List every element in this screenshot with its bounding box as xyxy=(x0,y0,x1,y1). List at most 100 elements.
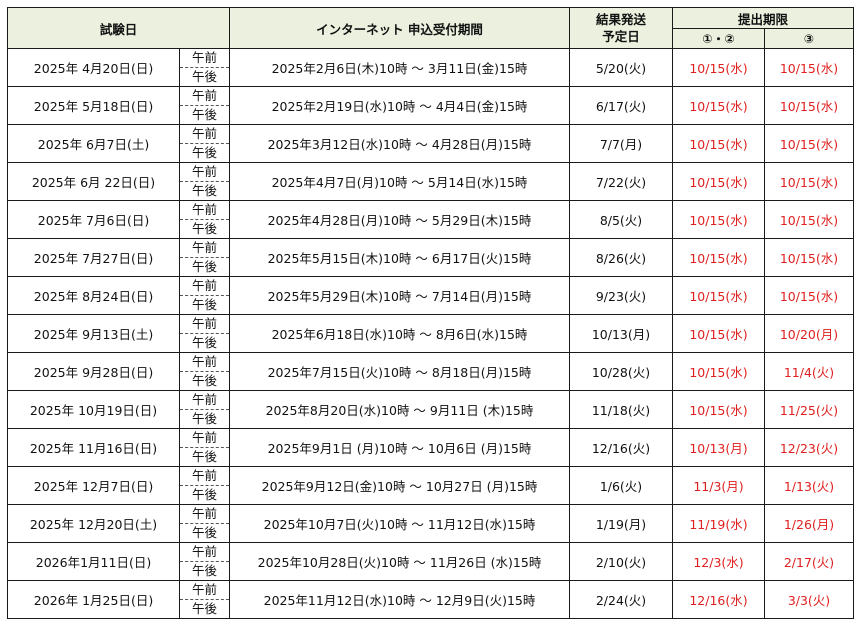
am-label: 午前 xyxy=(180,468,229,486)
exam-date-cell: 2025年 8月24日(日) xyxy=(7,276,180,315)
am-label: 午前 xyxy=(180,126,229,144)
header-result-date-line1: 結果発送 xyxy=(595,12,646,27)
exam-date-cell: 2025年 10月19日(日) xyxy=(7,390,180,429)
deadline-1-2-cell: 12/3(水) xyxy=(672,542,765,581)
pm-label: 午後 xyxy=(191,487,217,502)
am-label: 午前 xyxy=(180,202,229,220)
result-date-cell: 10/28(火) xyxy=(569,352,673,391)
application-period-cell: 2025年3月12日(水)10時 ～ 4月28日(月)15時 xyxy=(229,124,570,163)
pm-label: 午後 xyxy=(191,601,217,616)
table-row: 2025年 12月20日(土) 午前 午後 2025年10月7日(火)10時 ～ … xyxy=(7,504,854,543)
application-period-cell: 2025年9月12日(金)10時 ～ 10月27日 (月)15時 xyxy=(229,466,570,505)
am-label: 午前 xyxy=(180,582,229,600)
session-cell: 午前 午後 xyxy=(179,504,230,543)
exam-date-cell: 2025年 4月20日(日) xyxy=(7,48,180,87)
application-period-cell: 2025年4月28日(月)10時 ～ 5月29日(木)15時 xyxy=(229,200,570,239)
pm-label: 午後 xyxy=(191,259,217,274)
deadline-3-cell: 12/23(火) xyxy=(764,428,854,467)
am-label: 午前 xyxy=(180,50,229,68)
exam-date-cell: 2025年 6月 22日(日) xyxy=(7,162,180,201)
application-period-cell: 2025年10月7日(火)10時 ～ 11月12日(水)15時 xyxy=(229,504,570,543)
deadline-1-2-cell: 10/15(水) xyxy=(672,314,765,353)
session-cell: 午前 午後 xyxy=(179,466,230,505)
deadline-1-2-cell: 11/19(水) xyxy=(672,504,765,543)
application-period-cell: 2025年8月20日(水)10時 ～ 9月11日 (木)15時 xyxy=(229,390,570,429)
deadline-3-cell: 1/13(火) xyxy=(764,466,854,505)
am-label: 午前 xyxy=(180,544,229,562)
application-period-cell: 2025年4月7日(月)10時 ～ 5月14日(水)15時 xyxy=(229,162,570,201)
result-date-cell: 1/6(火) xyxy=(569,466,673,505)
session-cell: 午前 午後 xyxy=(179,390,230,429)
session-cell: 午前 午後 xyxy=(179,352,230,391)
am-label: 午前 xyxy=(180,506,229,524)
am-label: 午前 xyxy=(180,240,229,258)
table-row: 2025年 11月16日(日) 午前 午後 2025年9月1日 (月)10時 ～ … xyxy=(7,428,854,467)
application-period-cell: 2025年9月1日 (月)10時 ～ 10月6日 (月)15時 xyxy=(229,428,570,467)
header-result-date-line2: 予定日 xyxy=(602,29,640,44)
application-period-cell: 2025年2月19日(水)10時 ～ 4月4日(金)15時 xyxy=(229,86,570,125)
deadline-1-2-cell: 11/3(月) xyxy=(672,466,765,505)
pm-label: 午後 xyxy=(191,221,217,236)
header-result-date: 結果発送 予定日 xyxy=(569,7,673,49)
result-date-cell: 10/13(月) xyxy=(569,314,673,353)
am-label: 午前 xyxy=(180,392,229,410)
result-date-cell: 7/22(火) xyxy=(569,162,673,201)
am-label: 午前 xyxy=(180,278,229,296)
deadline-1-2-cell: 10/15(水) xyxy=(672,162,765,201)
application-period-cell: 2025年7月15日(火)10時 ～ 8月18日(月)15時 xyxy=(229,352,570,391)
deadline-3-cell: 10/15(水) xyxy=(764,162,854,201)
header-deadline-1-2: ①・② xyxy=(672,28,765,49)
table-row: 2025年 7月6日(日) 午前 午後 2025年4月28日(月)10時 ～ 5月… xyxy=(7,200,854,239)
exam-schedule-table: 試験日 インターネット 申込受付期間 結果発送 予定日 提出期限 ①・② ③ 2… xyxy=(7,7,854,619)
result-date-cell: 1/19(月) xyxy=(569,504,673,543)
pm-label: 午後 xyxy=(191,411,217,426)
am-label: 午前 xyxy=(180,354,229,372)
session-cell: 午前 午後 xyxy=(179,542,230,581)
result-date-cell: 12/16(火) xyxy=(569,428,673,467)
exam-date-cell: 2025年 7月6日(日) xyxy=(7,200,180,239)
header-deadline-3: ③ xyxy=(764,28,854,49)
pm-label: 午後 xyxy=(191,297,217,312)
session-cell: 午前 午後 xyxy=(179,86,230,125)
pm-label: 午後 xyxy=(191,69,217,84)
table-row: 2025年 9月13日(土) 午前 午後 2025年6月18日(水)10時 ～ 8… xyxy=(7,314,854,353)
deadline-3-cell: 10/15(水) xyxy=(764,200,854,239)
table-row: 2025年 4月20日(日) 午前 午後 2025年2月6日(木)10時 ～ 3月… xyxy=(7,48,854,87)
session-cell: 午前 午後 xyxy=(179,162,230,201)
pm-label: 午後 xyxy=(191,449,217,464)
result-date-cell: 2/24(火) xyxy=(569,580,673,619)
result-date-cell: 9/23(火) xyxy=(569,276,673,315)
session-cell: 午前 午後 xyxy=(179,238,230,277)
pm-label: 午後 xyxy=(191,525,217,540)
exam-date-cell: 2026年1月11日(日) xyxy=(7,542,180,581)
table-row: 2025年 8月24日(日) 午前 午後 2025年5月29日(木)10時 ～ 7… xyxy=(7,276,854,315)
result-date-cell: 8/26(火) xyxy=(569,238,673,277)
table-row: 2025年 6月 22日(日) 午前 午後 2025年4月7日(月)10時 ～ 5… xyxy=(7,162,854,201)
deadline-3-cell: 2/17(火) xyxy=(764,542,854,581)
session-cell: 午前 午後 xyxy=(179,124,230,163)
deadline-3-cell: 10/15(水) xyxy=(764,238,854,277)
deadline-1-2-cell: 10/15(水) xyxy=(672,352,765,391)
session-cell: 午前 午後 xyxy=(179,200,230,239)
deadline-3-cell: 10/15(水) xyxy=(764,124,854,163)
application-period-cell: 2025年5月15日(木)10時 ～ 6月17日(火)15時 xyxy=(229,238,570,277)
exam-date-cell: 2025年 12月7日(日) xyxy=(7,466,180,505)
exam-date-cell: 2026年 1月25日(日) xyxy=(7,580,180,619)
application-period-cell: 2025年6月18日(水)10時 ～ 8月6日(水)15時 xyxy=(229,314,570,353)
header-application-period: インターネット 申込受付期間 xyxy=(229,7,570,49)
result-date-cell: 2/10(火) xyxy=(569,542,673,581)
am-label: 午前 xyxy=(180,430,229,448)
exam-date-cell: 2025年 9月13日(土) xyxy=(7,314,180,353)
pm-label: 午後 xyxy=(191,145,217,160)
deadline-1-2-cell: 10/15(水) xyxy=(672,48,765,87)
exam-date-cell: 2025年 9月28日(日) xyxy=(7,352,180,391)
deadline-1-2-cell: 10/15(水) xyxy=(672,276,765,315)
deadline-1-2-cell: 10/13(月) xyxy=(672,428,765,467)
table-row: 2026年1月11日(日) 午前 午後 2025年10月28日(火)10時 ～ 1… xyxy=(7,542,854,581)
exam-date-cell: 2025年 12月20日(土) xyxy=(7,504,180,543)
result-date-cell: 5/20(火) xyxy=(569,48,673,87)
deadline-1-2-cell: 10/15(水) xyxy=(672,124,765,163)
exam-date-cell: 2025年 11月16日(日) xyxy=(7,428,180,467)
schedule-body: 2025年 4月20日(日) 午前 午後 2025年2月6日(木)10時 ～ 3月… xyxy=(7,48,854,619)
exam-date-cell: 2025年 6月7日(土) xyxy=(7,124,180,163)
